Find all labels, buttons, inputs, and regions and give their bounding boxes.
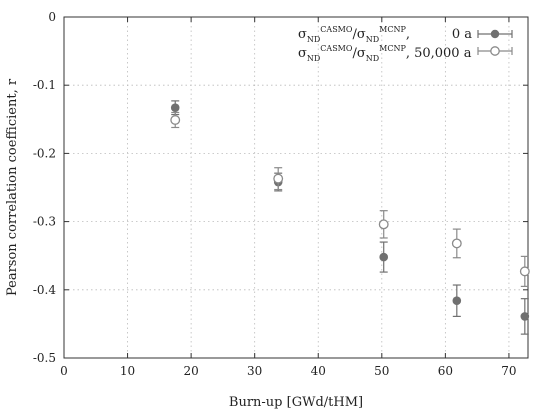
y-tick-label: -0.2 xyxy=(33,146,56,160)
data-point-open xyxy=(273,167,284,191)
legend-entry-0-label: σNDCASMO/σNDMCNP, xyxy=(298,25,410,44)
data-point-filled xyxy=(379,241,389,273)
legend-marker-open xyxy=(477,46,513,56)
x-tick-label: 50 xyxy=(374,364,389,378)
x-tick-label: 10 xyxy=(120,364,135,378)
data-point-filled xyxy=(452,284,462,317)
data-points xyxy=(170,100,530,335)
y-axis-title: Pearson correlation coefficient, r xyxy=(5,78,20,296)
marker-open-circle xyxy=(451,238,462,249)
marker-filled-circle xyxy=(520,312,530,321)
legend-entry-1-label: σNDCASMO/σNDMCNP, 50,000 a xyxy=(298,44,472,63)
y-tick-label: -0.1 xyxy=(33,78,56,92)
data-point-open xyxy=(451,228,462,259)
data-point-filled xyxy=(520,298,530,335)
legend-marker-filled xyxy=(477,29,513,39)
x-tick-label: 30 xyxy=(247,364,262,378)
y-tick-label: -0.4 xyxy=(33,283,57,297)
marker-open-circle xyxy=(519,266,530,277)
data-point-open xyxy=(519,255,530,287)
data-point-open xyxy=(378,210,389,239)
marker-filled-circle xyxy=(379,252,389,262)
marker-filled-circle xyxy=(170,103,180,113)
marker-open-circle xyxy=(378,219,389,230)
legend-entry-0-series: 0 a xyxy=(452,27,472,42)
y-tick-label: 0 xyxy=(48,10,56,24)
legend: σNDCASMO/σNDMCNP, 0 a σNDCASMO/σNDMCNP, … xyxy=(298,25,513,63)
x-tick-label: 20 xyxy=(183,364,198,378)
marker-open-circle xyxy=(273,173,284,184)
plot-frame xyxy=(63,16,529,359)
x-axis-title: Burn-up [GWd/tHM] xyxy=(229,395,363,410)
x-tick-label: 60 xyxy=(438,364,453,378)
y-tick-label: -0.3 xyxy=(33,215,56,229)
x-tick-label: 40 xyxy=(311,364,326,378)
grid xyxy=(64,17,528,358)
marker-filled-circle xyxy=(452,296,462,306)
x-tick-label: 70 xyxy=(501,364,516,378)
x-tick-label: 0 xyxy=(60,364,68,378)
data-point-open xyxy=(170,111,181,129)
marker-open-circle xyxy=(170,115,181,125)
y-tick-label: -0.5 xyxy=(33,351,56,365)
axis-ticks: 0 10 20 30 40 50 60 70 0 -0.1 -0.2 -0.3 -0.4 -0.5 xyxy=(33,10,528,378)
